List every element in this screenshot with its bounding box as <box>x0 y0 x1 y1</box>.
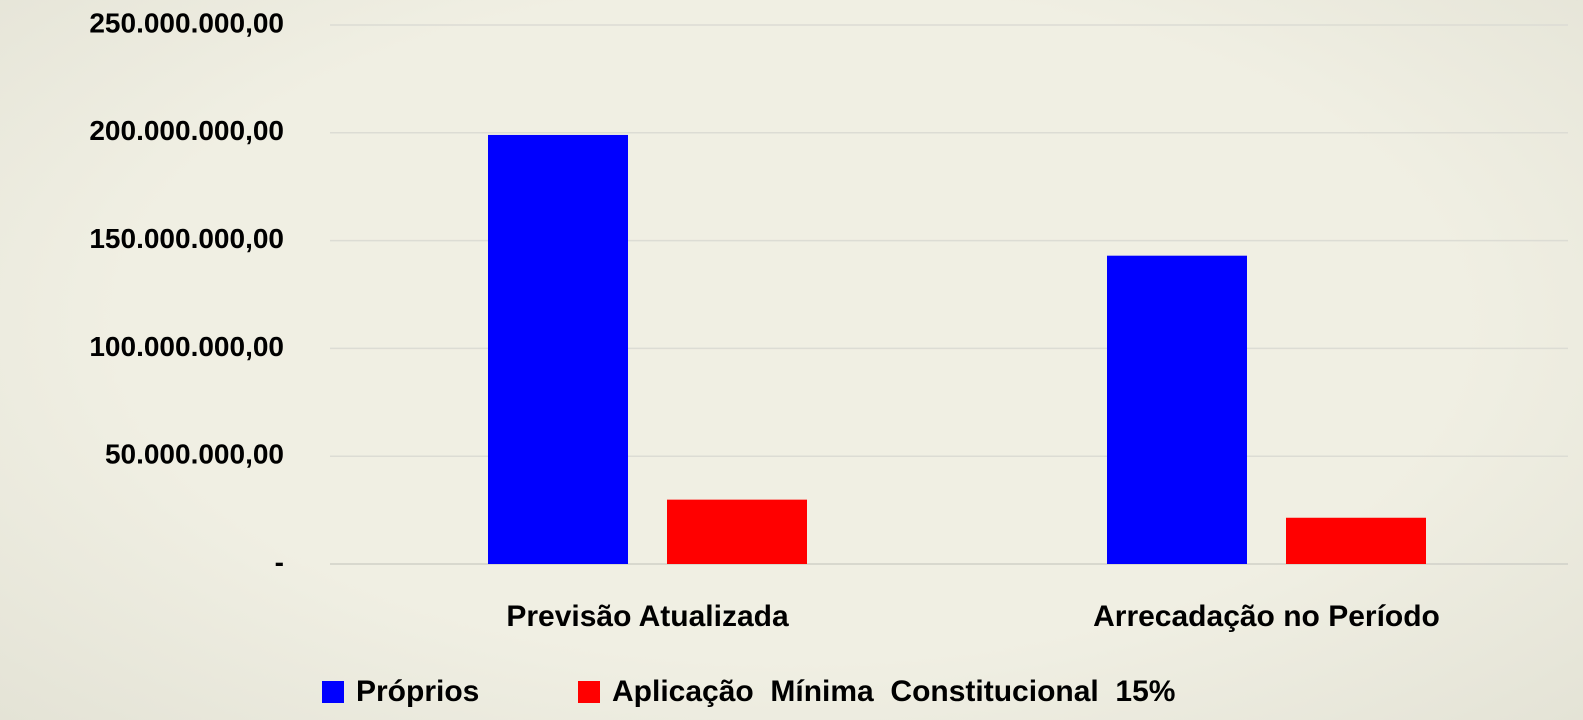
bar <box>667 499 807 564</box>
bar <box>1286 517 1426 564</box>
x-tick-label: Arrecadação no Período <box>1093 600 1440 633</box>
legend-label: Aplicação Mínima Constitucional 15% <box>612 675 1175 708</box>
y-tick-label: 100.000.000,00 <box>89 331 284 362</box>
y-tick-label: 50.000.000,00 <box>105 439 284 470</box>
y-tick-label: 200.000.000,00 <box>89 115 284 146</box>
bar <box>488 134 628 564</box>
y-tick-label: 150.000.000,00 <box>89 223 284 254</box>
y-tick-label: - <box>275 546 284 577</box>
legend-swatch <box>322 681 344 703</box>
y-tick-label: 250.000.000,00 <box>89 7 284 38</box>
x-tick-label: Previsão Atualizada <box>506 600 789 633</box>
bar <box>1107 255 1247 564</box>
legend-swatch <box>578 681 600 703</box>
legend-label: Próprios <box>356 675 479 708</box>
